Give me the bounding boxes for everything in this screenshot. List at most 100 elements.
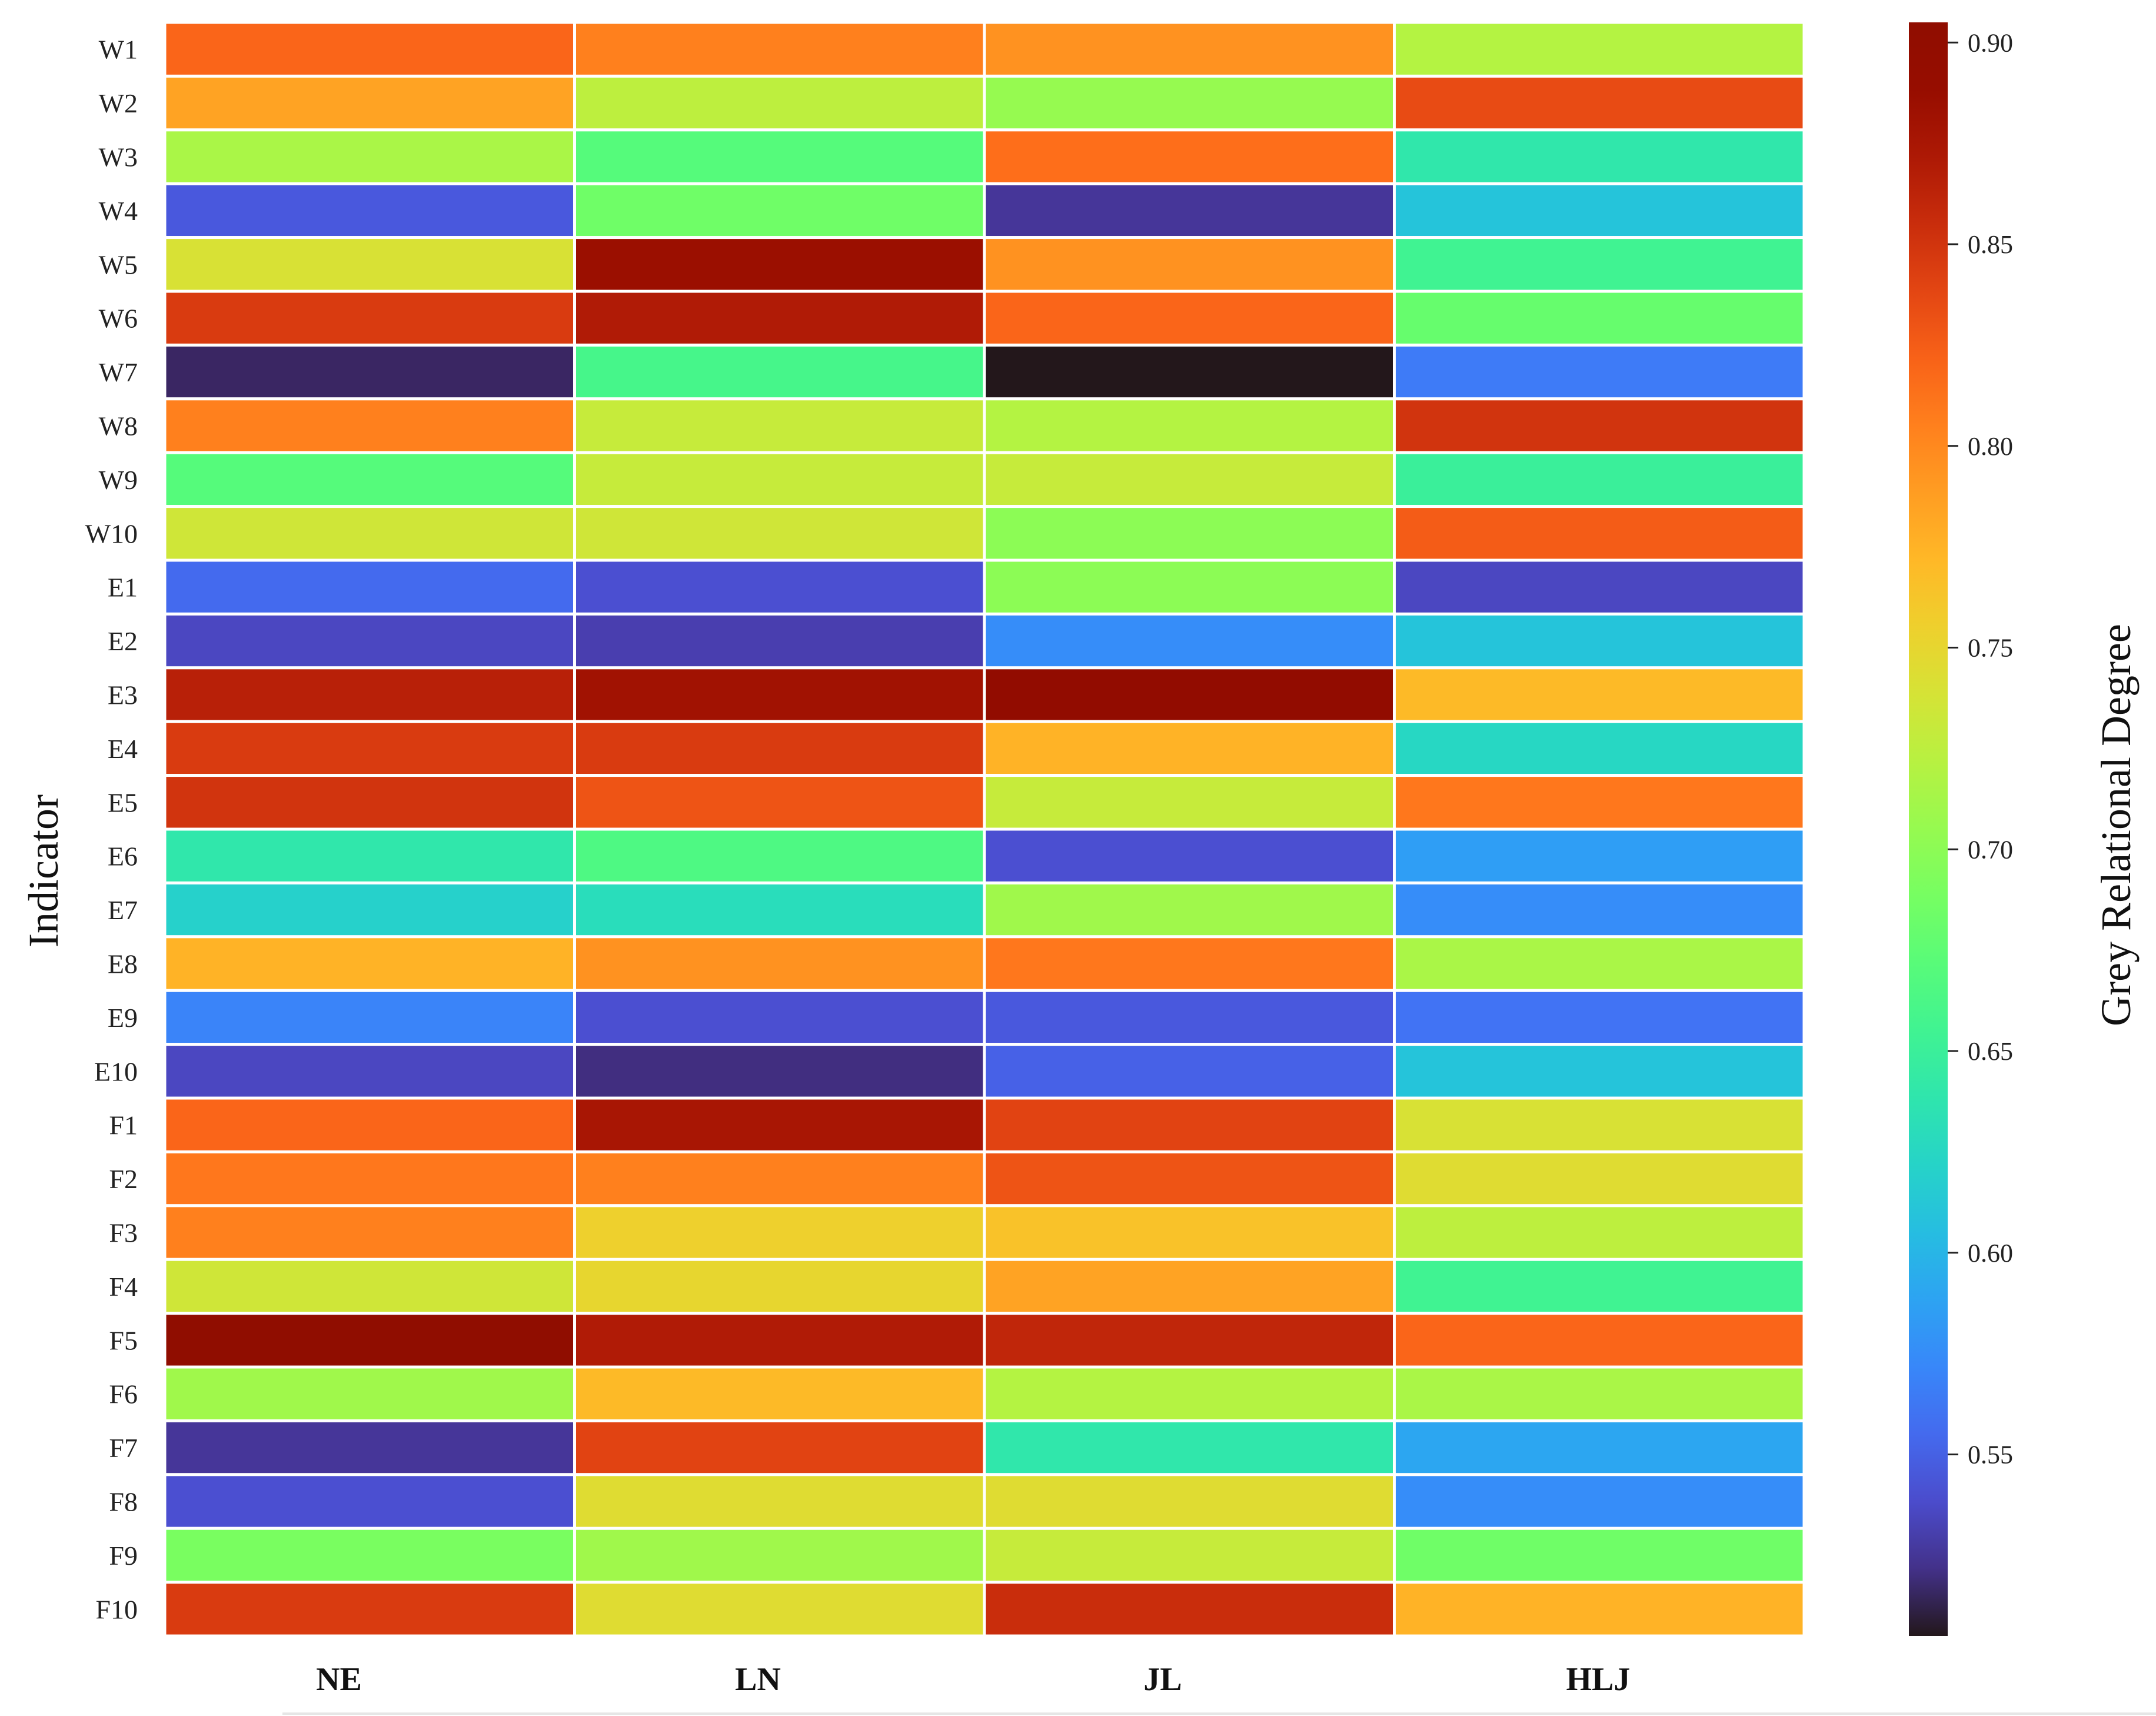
row-tick-label: F8 [109, 1487, 138, 1517]
heatmap-cell [573, 1312, 986, 1369]
heatmap-cell [163, 881, 576, 939]
heatmap-cell [163, 451, 576, 508]
heatmap-cell [573, 505, 986, 562]
heatmap-cell [163, 1258, 576, 1315]
heatmap-cell [1393, 505, 1806, 562]
row-tick-label: W2 [99, 88, 138, 118]
colorbar-tick-label: 0.60 [1968, 1239, 2013, 1268]
heatmap-cell [983, 1312, 1396, 1369]
heatmap-cell [573, 397, 986, 454]
heatmap-cell [1393, 290, 1806, 347]
heatmap-cell [1393, 1150, 1806, 1208]
row-tick-label: W1 [99, 35, 138, 65]
heatmap-cell [163, 1204, 576, 1261]
heatmap-cell [1393, 1473, 1806, 1530]
row-tick-label: F10 [95, 1594, 138, 1624]
heatmap-cell [163, 989, 576, 1046]
heatmap-cell [1393, 1581, 1806, 1638]
row-tick-label: W10 [85, 518, 138, 548]
heatmap-cell [163, 1419, 576, 1476]
colorbar-title: Grey Relational Degree [2092, 624, 2140, 1026]
heatmap-cell [983, 1258, 1396, 1315]
heatmap-cell [1393, 666, 1806, 723]
heatmap-cell [573, 74, 986, 132]
heatmap-cell [983, 1150, 1396, 1208]
heatmap-cell [983, 128, 1396, 185]
heatmap-cell [983, 989, 1396, 1046]
heatmap-cell [983, 1527, 1396, 1584]
heatmap-cell [163, 505, 576, 562]
heatmap-cell [573, 1581, 986, 1638]
heatmap-cell [983, 827, 1396, 884]
heatmap-cell [573, 1527, 986, 1584]
heatmap-cell [1393, 236, 1806, 293]
heatmap-cell [573, 182, 986, 240]
row-tick-label: F3 [109, 1218, 138, 1248]
row-tick-label: E2 [108, 626, 138, 656]
colorbar-tick-label: 0.85 [1968, 230, 2013, 259]
colorbar [1909, 22, 1948, 1636]
column-tick-label: HLJ [1566, 1661, 1631, 1698]
heatmap-cell [983, 1204, 1396, 1261]
heatmap-cell [983, 1043, 1396, 1100]
heatmap-cell [983, 505, 1396, 562]
heatmap-cell [163, 1096, 576, 1153]
row-tick-label: F1 [109, 1110, 138, 1140]
heatmap-cell [163, 774, 576, 831]
heatmap-cell [1393, 1043, 1806, 1100]
heatmap-cell [573, 881, 986, 939]
heatmap-cell [1393, 1419, 1806, 1476]
row-tick-label: W5 [99, 250, 138, 280]
column-tick-label: NE [316, 1661, 362, 1698]
heatmap-cell [983, 612, 1396, 670]
heatmap-cell [163, 1150, 576, 1208]
heatmap-cell [163, 558, 576, 616]
heatmap-cell [983, 343, 1396, 401]
heatmap-cell [573, 21, 986, 78]
row-tick-label: F9 [109, 1541, 138, 1571]
heatmap-cell [573, 1258, 986, 1315]
heatmap-cell [983, 74, 1396, 132]
heatmap-cell [1393, 182, 1806, 240]
heatmap-cell [983, 1419, 1396, 1476]
heatmap-cell [163, 1527, 576, 1584]
heatmap-cell [983, 290, 1396, 347]
heatmap-cell [163, 74, 576, 132]
heatmap-cell [983, 182, 1396, 240]
heatmap-cell [1393, 343, 1806, 401]
row-tick-label: W3 [99, 142, 138, 172]
row-tick-label: E1 [108, 573, 138, 603]
heatmap-cell [573, 1365, 986, 1422]
row-tick-label: W9 [99, 465, 138, 495]
y-axis-title: Indicator [20, 794, 67, 947]
heatmap-cell [163, 290, 576, 347]
heatmap-cell [163, 612, 576, 670]
heatmap-cell [163, 397, 576, 454]
heatmap-cell [1393, 1258, 1806, 1315]
row-tick-label: F5 [109, 1325, 138, 1355]
row-tick-label: E7 [108, 895, 138, 925]
row-tick-labels: W1 W2 W3 W4 W5 W6 W7 W8 W9 W10 E1 E2 E3 E4 E5 E6 E7 E8 E9 E… [85, 35, 138, 1625]
heatmap-cell [573, 1473, 986, 1530]
heatmap-cell [573, 290, 986, 347]
heatmap-cell [573, 720, 986, 777]
heatmap-cell [1393, 1365, 1806, 1422]
heatmap-cell [983, 774, 1396, 831]
heatmap-cell [983, 1096, 1396, 1153]
heatmap-cell [573, 1419, 986, 1476]
column-tick-label: JL [1143, 1661, 1182, 1698]
heatmap-cell [1393, 1096, 1806, 1153]
row-tick-label: E6 [108, 842, 138, 872]
heatmap-cell [163, 1581, 576, 1638]
heatmap-cell [1393, 451, 1806, 508]
heatmap-cell [983, 236, 1396, 293]
row-tick-label: W8 [99, 411, 138, 441]
heatmap-cell [573, 1043, 986, 1100]
heatmap-cell [1393, 612, 1806, 670]
heatmap-cell [1393, 827, 1806, 884]
heatmap-cell [573, 989, 986, 1046]
heatmap-cell [573, 827, 986, 884]
heatmap-cell [573, 774, 986, 831]
heatmap-cell [163, 343, 576, 401]
heatmap-cell [983, 666, 1396, 723]
